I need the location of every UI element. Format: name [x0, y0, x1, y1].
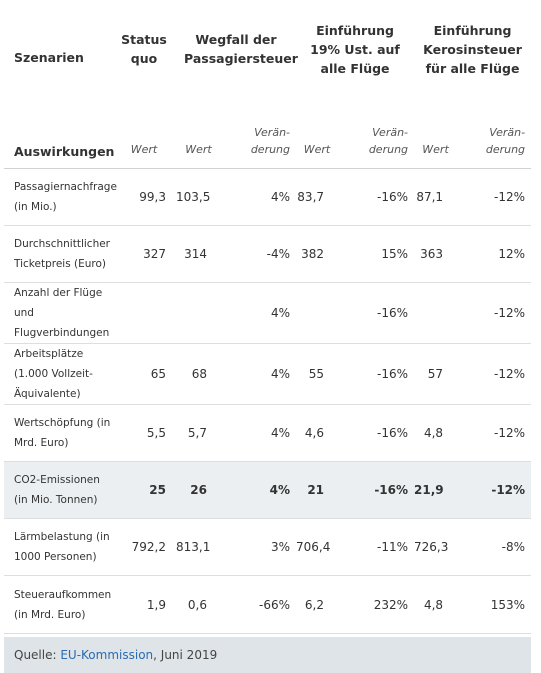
row-label: Durchschnittlicher Ticketpreis (Euro)	[4, 225, 112, 283]
wert-column-label: Wert	[176, 98, 221, 169]
wert-column-label: Wert	[296, 98, 339, 169]
scenario-table: Szenarien Status quo Wegfall der Passagi…	[4, 0, 532, 634]
value-cell: 68	[176, 343, 221, 405]
change-cell: -16%	[338, 343, 415, 405]
value-cell: 4,8	[414, 404, 458, 462]
change-cell: 4%	[221, 168, 297, 226]
data-table-container: Szenarien Status quo Wegfall der Passagi…	[4, 0, 532, 673]
table-row: Passagiernachfrage (in Mio.) 99,3 103,5 …	[4, 168, 532, 226]
row-label: Lärmbelastung (in 1000 Personen)	[4, 518, 112, 576]
value-cell: 0,6	[176, 575, 221, 634]
scenario-status-quo-heading: Status quo	[121, 32, 167, 66]
table-row: Wertschöpfung (in Mrd. Euro) 5,5 5,7 4% …	[4, 404, 532, 462]
value-cell: 363	[414, 225, 458, 283]
value-cell	[414, 282, 458, 344]
value-cell: 57	[414, 343, 458, 405]
change-cell: 4%	[221, 282, 297, 344]
value-cell: 26	[176, 461, 221, 519]
value-cell: 21,9	[414, 461, 458, 519]
value-cell: 21	[296, 461, 339, 519]
value-cell: 103,5	[176, 168, 221, 226]
row-label: CO2-Emissionen (in Mio. Tonnen)	[4, 461, 112, 519]
row-label: Wertschöpfung (in Mrd. Euro)	[4, 404, 112, 462]
status-quo-value: 792,2	[112, 518, 176, 576]
value-cell: 706,4	[296, 518, 339, 576]
change-cell: 4%	[221, 404, 297, 462]
wert-column-label: Wert	[414, 98, 458, 169]
value-cell: 83,7	[296, 168, 339, 226]
value-cell: 726,3	[414, 518, 458, 576]
scenario-passagiersteuer-heading: Wegfall der Passagiersteuer	[184, 32, 298, 66]
veraenderung-column-label: Verän-derung	[221, 98, 297, 169]
status-quo-value: 99,3	[112, 168, 176, 226]
change-cell: -12%	[457, 404, 532, 462]
status-quo-value	[112, 282, 176, 344]
value-cell: 55	[296, 343, 339, 405]
status-quo-value: 65	[112, 343, 176, 405]
change-cell: 3%	[221, 518, 297, 576]
source-footer: Quelle: EU-Kommission, Juni 2019	[4, 637, 531, 673]
status-quo-value: 1,9	[112, 575, 176, 634]
table-row: Anzahl der Flüge und Flugverbindungen 4%…	[4, 282, 532, 344]
value-cell: 813,1	[176, 518, 221, 576]
veraenderung-column-label: Verän-derung	[457, 98, 532, 169]
value-cell: 6,2	[296, 575, 339, 634]
change-cell: 4%	[221, 343, 297, 405]
change-cell: -8%	[457, 518, 532, 576]
value-cell: 87,1	[414, 168, 458, 226]
change-cell: -4%	[221, 225, 297, 283]
status-quo-value: 327	[112, 225, 176, 283]
scenario-kerosinsteuer-heading: Einführung Kerosinsteuer für alle Flüge	[423, 22, 522, 76]
column-subheader-row: Auswirkungen Wert Wert Verän-derung Wert…	[4, 98, 532, 169]
change-cell: 232%	[338, 575, 415, 634]
row-label: Passagiernachfrage (in Mio.)	[4, 168, 117, 226]
szenarien-heading: Szenarien	[14, 49, 84, 65]
change-cell: 153%	[457, 575, 532, 634]
source-prefix: Quelle:	[14, 648, 61, 662]
status-quo-value: 5,5	[112, 404, 176, 462]
change-cell: -16%	[338, 461, 415, 519]
value-cell: 382	[296, 225, 339, 283]
status-quo-value: 25	[112, 461, 176, 519]
change-cell: -16%	[338, 282, 415, 344]
scenario-ust-heading: Einführung 19% Ust. auf alle Flüge	[310, 22, 400, 76]
value-cell: 5,7	[176, 404, 221, 462]
row-label: Steueraufkommen (in Mrd. Euro)	[4, 575, 112, 634]
table-row: Lärmbelastung (in 1000 Personen) 792,2 8…	[4, 518, 532, 576]
table-row: Durchschnittlicher Ticketpreis (Euro) 32…	[4, 225, 532, 283]
change-cell: -12%	[457, 343, 532, 405]
change-cell: -66%	[221, 575, 297, 634]
wert-column-label: Wert	[112, 98, 176, 169]
row-label: Arbeitsplätze (1.000 Vollzeit-Äquivalent…	[4, 343, 112, 405]
row-label: Anzahl der Flüge und Flugverbindungen	[4, 282, 112, 344]
value-cell	[176, 282, 221, 344]
value-cell: 4,8	[414, 575, 458, 634]
auswirkungen-heading: Auswirkungen	[4, 98, 114, 169]
change-cell: -16%	[338, 404, 415, 462]
source-link[interactable]: EU-Kommission	[60, 648, 154, 662]
veraenderung-column-label: Verän-derung	[338, 98, 415, 169]
change-cell: -16%	[338, 168, 415, 226]
value-cell	[296, 282, 339, 344]
source-date: , Juni 2019	[153, 648, 218, 662]
value-cell: 4,6	[296, 404, 339, 462]
highlighted-table-row: CO2-Emissionen (in Mio. Tonnen) 25 26 4%…	[4, 461, 532, 519]
change-cell: 4%	[221, 461, 297, 519]
change-cell: 15%	[338, 225, 415, 283]
value-cell: 314	[176, 225, 221, 283]
change-cell: -12%	[457, 461, 532, 519]
change-cell: -11%	[338, 518, 415, 576]
change-cell: 12%	[457, 225, 532, 283]
table-row: Arbeitsplätze (1.000 Vollzeit-Äquivalent…	[4, 343, 532, 405]
change-cell: -12%	[457, 282, 532, 344]
scenario-header-row: Szenarien Status quo Wegfall der Passagi…	[4, 0, 531, 98]
change-cell: -12%	[457, 168, 532, 226]
table-row: Steueraufkommen (in Mrd. Euro) 1,9 0,6 -…	[4, 575, 532, 634]
